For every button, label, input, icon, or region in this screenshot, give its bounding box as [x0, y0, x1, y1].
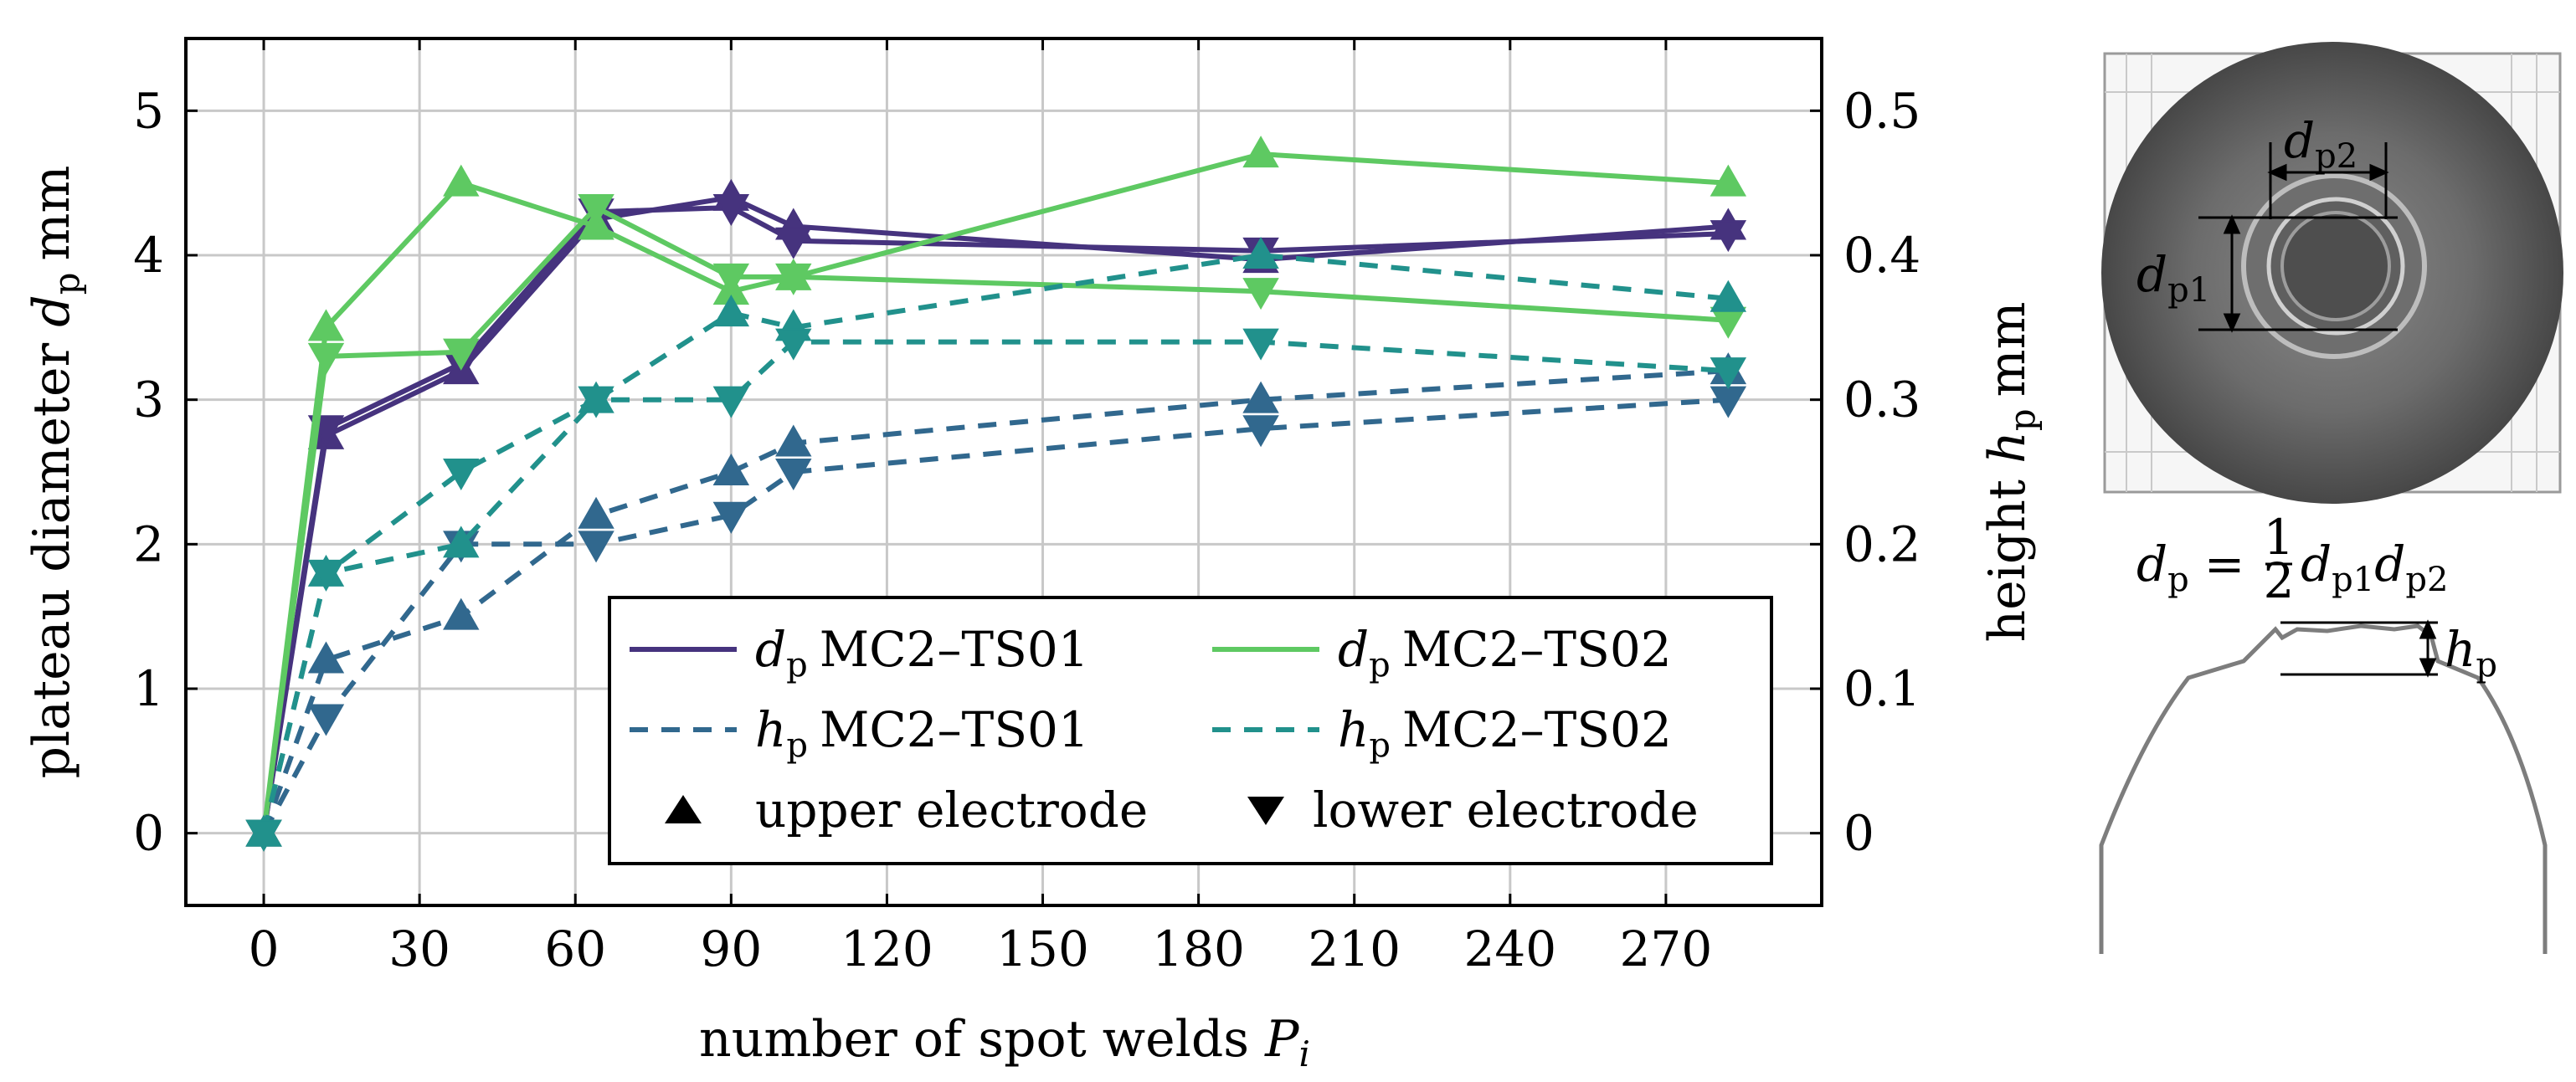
dp2-label: dp2 [2284, 112, 2357, 176]
x-tick-label: 240 [1463, 920, 1556, 977]
data-point-up [775, 424, 812, 457]
x-tick-label: 30 [388, 920, 450, 977]
series-layer [245, 136, 1747, 852]
y-tick-label-right: 0.1 [1843, 660, 1920, 717]
data-point-down [443, 459, 480, 491]
series-line [261, 339, 1729, 834]
y-tick-label-left: 0 [133, 805, 164, 862]
data-point-down [712, 263, 750, 295]
legend-marker-upper [665, 795, 702, 823]
svg-text:dp=: dp = [2136, 536, 2244, 599]
series-line [261, 368, 1729, 834]
tick-marks [186, 38, 1822, 905]
legend: dp MC2–TS01 dp MC2–TS02 hp MC2–TS01 hp MC2–T… [608, 596, 1773, 865]
data-point-up [1710, 164, 1747, 197]
data-point-up [443, 597, 480, 630]
x-tick-label: 210 [1308, 920, 1401, 977]
y-tick-label-left: 2 [133, 515, 164, 572]
y-tick-label-right: 0.4 [1843, 227, 1920, 284]
data-point-down [775, 459, 812, 491]
data-point-down [712, 501, 750, 534]
x-axis-label: number of spot welds Pi [699, 1010, 1310, 1074]
data-point-up [443, 526, 480, 558]
svg-text:dp1dp2: dp1dp2 [2301, 536, 2448, 599]
legend-label-upper: upper electrode [755, 782, 1148, 838]
data-point-up [443, 164, 480, 197]
data-point-up [1242, 236, 1279, 269]
data-point-up [578, 496, 614, 529]
plateau-formula: dp = 1 2 dp1dp2 [2136, 509, 2448, 609]
data-point-up [1242, 381, 1279, 413]
data-point-up [712, 453, 750, 485]
legend-label-dp-ts02: dp MC2–TS02 [1338, 621, 1672, 685]
data-point-down [775, 328, 812, 361]
data-point-down [775, 227, 812, 259]
svg-text:1: 1 [2264, 509, 2295, 566]
data-point-down [775, 263, 812, 295]
x-tick-label: 150 [996, 920, 1089, 977]
data-point-down [245, 819, 282, 852]
data-point-down [1710, 306, 1747, 339]
data-point-down [578, 386, 614, 418]
data-point-down [712, 386, 750, 418]
legend-label-lower: lower electrode [1313, 782, 1699, 838]
y-tick-label-right: 0 [1843, 805, 1874, 862]
legend-label-dp-ts01: dp MC2–TS01 [755, 621, 1089, 685]
series-line [261, 151, 1729, 834]
y-axis-right-label: height hpmm [1978, 302, 2043, 643]
electrode-profile: hp [2099, 619, 2548, 954]
data-point-down [1710, 357, 1747, 390]
data-point-up [712, 295, 750, 327]
legend-label-hp-ts02: hp MC2–TS02 [1338, 701, 1672, 765]
y-tick-label-right: 0.5 [1843, 82, 1920, 139]
series-line [261, 205, 1729, 834]
data-point-down [1242, 278, 1279, 310]
x-tick-label: 90 [700, 920, 762, 977]
y-tick-label-left: 3 [133, 372, 164, 428]
legend-box [608, 596, 1773, 865]
svg-text:2: 2 [2264, 552, 2295, 609]
profile-curve [2099, 623, 2548, 954]
series-line [261, 397, 1729, 835]
x-tick-label: 60 [544, 920, 606, 977]
dimension-dp2 [2267, 142, 2389, 219]
data-point-up [1242, 136, 1279, 168]
dp1-label: dp1 [2136, 246, 2210, 310]
data-point-up [307, 309, 345, 341]
data-point-down [578, 531, 614, 563]
x-tick-label: 270 [1620, 920, 1713, 977]
dimension-dp1 [2198, 214, 2398, 333]
series-line [261, 253, 1729, 834]
electrode-top-view: dp2 dp1 [2101, 42, 2563, 504]
data-point-down [578, 194, 614, 227]
data-point-down [307, 342, 345, 375]
series-line [261, 205, 1729, 834]
data-point-down [1710, 220, 1747, 253]
y-tick-label-left: 1 [133, 660, 164, 717]
data-point-up [307, 641, 345, 674]
y-tick-label-right: 0.3 [1843, 372, 1920, 428]
hp-label: hp [2445, 621, 2497, 685]
x-tick-label: 0 [249, 920, 280, 977]
data-point-up [1710, 279, 1747, 312]
grid [186, 38, 1822, 905]
dimension-hp [2280, 619, 2438, 678]
data-point-down [307, 559, 345, 592]
data-point-down [443, 338, 480, 371]
y-tick-label-left: 5 [133, 82, 164, 139]
tick-labels: 0 30 60 90 120 150 180 210 240 270 0 1 2 3 4 5 0 0.1 0.2 0.… [133, 82, 1920, 977]
data-point-down [307, 704, 345, 736]
x-tick-label: 180 [1152, 920, 1245, 977]
y-tick-label-right: 0.2 [1843, 515, 1920, 572]
data-point-down [712, 194, 750, 227]
plateau-core [2280, 211, 2391, 321]
y-axis-left-label: plateau diameter dpmm [23, 166, 87, 779]
data-point-down [1242, 328, 1279, 361]
legend-label-hp-ts01: hp MC2–TS01 [755, 701, 1089, 765]
x-tick-label: 120 [841, 920, 933, 977]
plot-frame [184, 37, 1823, 907]
y-tick-label-left: 4 [133, 227, 164, 284]
legend-marker-lower [1247, 797, 1284, 825]
data-point-down [1242, 415, 1279, 448]
